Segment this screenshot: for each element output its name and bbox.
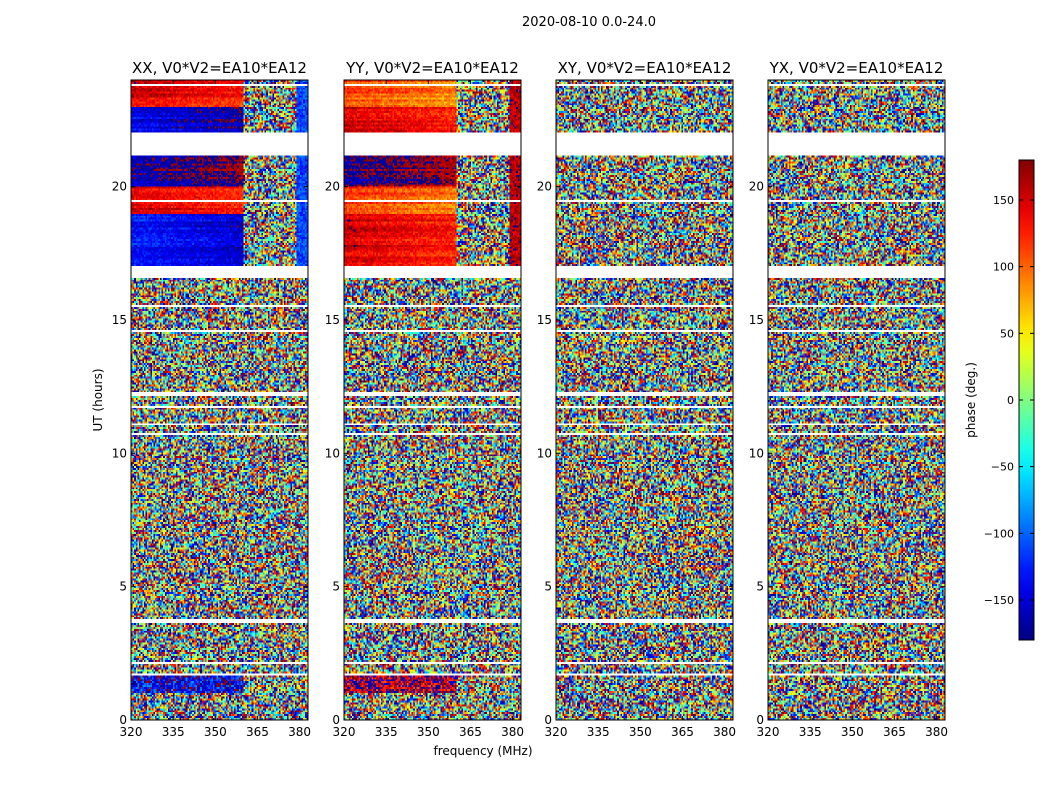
- x-tick-label: 380: [713, 725, 736, 739]
- panel-yy: YY, V0*V2=EA10*EA12 320 335 350 365 380 0 5 10 15…: [325, 59, 524, 739]
- colorbar-tick-label: 0: [1007, 394, 1014, 407]
- panel-yx: YX, V0*V2=EA10*EA12 320 335 350 365 380 0 5 10 15…: [749, 59, 948, 739]
- figure-suptitle: 2020-08-10 0.0-24.0: [522, 15, 656, 30]
- panel-xx: XX, V0*V2=EA10*EA12 320 335 350 365 380 0 5 10 15…: [112, 59, 311, 739]
- x-tick-label: 380: [925, 725, 948, 739]
- y-tick-label: 10: [325, 446, 340, 460]
- axes-frame: [130, 79, 309, 721]
- y-tick-label: 20: [112, 180, 127, 194]
- x-tick-label: 350: [841, 725, 864, 739]
- y-tick-label: 0: [119, 713, 127, 727]
- x-tick-label: 365: [883, 725, 906, 739]
- x-tick-label: 335: [587, 725, 610, 739]
- y-tick-label: 5: [119, 580, 127, 594]
- x-tick-label: 365: [671, 725, 694, 739]
- y-tick-label: 5: [544, 580, 552, 594]
- y-axis-label: UT (hours): [91, 368, 105, 431]
- phase-heatmap: [768, 80, 945, 720]
- panel-title: XX, V0*V2=EA10*EA12: [132, 59, 307, 77]
- y-tick-label: 15: [325, 313, 340, 327]
- phase-heatmap: [131, 80, 308, 720]
- x-tick-label: 335: [799, 725, 822, 739]
- panel-title: YX, V0*V2=EA10*EA12: [769, 59, 944, 77]
- y-tick-label: 0: [332, 713, 340, 727]
- x-tick-label: 320: [545, 725, 568, 739]
- y-tick-label: 15: [537, 313, 552, 327]
- panel-title: YY, V0*V2=EA10*EA12: [345, 59, 519, 77]
- axes-frame: [343, 79, 522, 721]
- y-tick-label: 15: [749, 313, 764, 327]
- x-tick-label: 335: [162, 725, 185, 739]
- axes-frame: [555, 79, 734, 721]
- x-tick-label: 350: [629, 725, 652, 739]
- x-tick-label: 380: [288, 725, 311, 739]
- x-tick-label: 365: [459, 725, 482, 739]
- x-tick-label: 365: [246, 725, 269, 739]
- y-tick-label: 10: [537, 446, 552, 460]
- x-tick-label: 320: [120, 725, 143, 739]
- colorbar-label: phase (deg.): [964, 362, 978, 438]
- x-tick-label: 320: [757, 725, 780, 739]
- colorbar-tick-label: 150: [993, 194, 1014, 207]
- x-tick-label: 335: [375, 725, 398, 739]
- colorbar-tick-label: −100: [984, 527, 1014, 540]
- x-tick-label: 380: [501, 725, 524, 739]
- panel-xy: XY, V0*V2=EA10*EA12 320 335 350 365 380 0 5 10 15…: [537, 59, 736, 739]
- y-tick-label: 15: [112, 313, 127, 327]
- y-tick-label: 5: [756, 580, 764, 594]
- y-tick-label: 0: [756, 713, 764, 727]
- y-tick-label: 10: [749, 446, 764, 460]
- x-tick-label: 350: [417, 725, 440, 739]
- colorbar: 150 100 50 0 −50 −100 −150: [984, 159, 1035, 641]
- y-tick-label: 0: [544, 713, 552, 727]
- colorbar-tick-label: −150: [984, 594, 1014, 607]
- x-tick-label: 350: [204, 725, 227, 739]
- y-tick-label: 20: [325, 180, 340, 194]
- y-tick-label: 20: [749, 180, 764, 194]
- x-axis-label: frequency (MHz): [433, 744, 532, 758]
- axes-frame: [767, 79, 946, 721]
- y-tick-label: 20: [537, 180, 552, 194]
- colorbar-tick-label: 100: [993, 261, 1014, 274]
- colorbar-tick-label: −50: [991, 461, 1014, 474]
- x-tick-label: 320: [333, 725, 356, 739]
- y-tick-label: 5: [332, 580, 340, 594]
- phase-heatmap: [556, 80, 733, 720]
- panels: XX, V0*V2=EA10*EA12 320 335 350 365 380 0 5 10 15…: [112, 59, 948, 739]
- colorbar-tick-label: 50: [1000, 327, 1014, 340]
- y-tick-label: 10: [112, 446, 127, 460]
- phase-heatmap: [344, 80, 521, 720]
- panel-title: XY, V0*V2=EA10*EA12: [558, 59, 732, 77]
